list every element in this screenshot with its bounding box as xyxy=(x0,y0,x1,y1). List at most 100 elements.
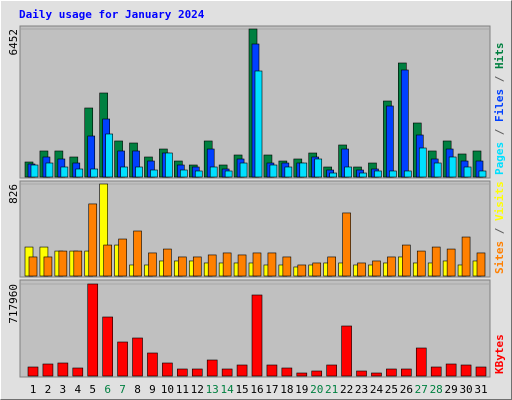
bar xyxy=(478,170,487,178)
x-tick-label: 17 xyxy=(265,383,278,396)
x-tick-label: 26 xyxy=(400,383,413,396)
legend-entry: Hits xyxy=(493,43,506,70)
legend: KBytes xyxy=(493,334,506,374)
x-tick-label: 18 xyxy=(280,383,293,396)
bar xyxy=(163,248,172,277)
bar xyxy=(252,252,262,277)
legend: Sites / Visits xyxy=(493,181,506,274)
bar xyxy=(372,260,381,277)
bar xyxy=(180,169,188,178)
legend-separator: / xyxy=(493,122,506,142)
bar xyxy=(103,244,112,277)
bar xyxy=(299,162,308,178)
bar xyxy=(43,256,53,277)
x-tick-label: 7 xyxy=(119,383,126,396)
bar xyxy=(28,256,38,277)
bar xyxy=(359,172,367,178)
y-tick-label: 6452 xyxy=(7,29,20,56)
bar xyxy=(386,368,397,377)
bar xyxy=(386,105,394,178)
x-tick-label: 15 xyxy=(235,383,248,396)
chart-title: Daily usage for January 2024 xyxy=(19,8,205,21)
bar xyxy=(239,162,248,178)
bar xyxy=(461,236,471,277)
bar xyxy=(312,262,322,277)
bar xyxy=(88,203,98,277)
x-tick-label: 6 xyxy=(104,383,111,396)
bar xyxy=(311,370,323,377)
x-tick-label: 22 xyxy=(340,383,353,396)
bar xyxy=(433,162,442,178)
bar xyxy=(162,362,173,377)
bar xyxy=(45,162,54,178)
legend-entry: KBytes xyxy=(493,334,506,374)
bar xyxy=(135,166,143,178)
bar xyxy=(267,252,277,277)
bar xyxy=(374,170,382,178)
y-tick-label: 717960 xyxy=(7,284,20,324)
bar xyxy=(72,367,84,377)
bar xyxy=(341,325,352,377)
bar xyxy=(281,367,293,377)
bar xyxy=(87,283,99,377)
x-tick-label: 13 xyxy=(206,383,219,396)
bar xyxy=(446,248,456,277)
bar xyxy=(150,169,158,178)
x-tick-label: 30 xyxy=(459,383,472,396)
bar xyxy=(344,166,352,178)
bar xyxy=(209,166,218,178)
legend-entry: Files xyxy=(493,89,506,122)
bar xyxy=(224,170,233,178)
legend-separator: / xyxy=(493,69,506,89)
legend-entry: Visits xyxy=(493,181,506,221)
bar xyxy=(431,246,441,277)
x-tick-label: 11 xyxy=(176,383,189,396)
bar xyxy=(402,244,411,277)
x-tick-label: 14 xyxy=(221,383,235,396)
bar xyxy=(254,70,263,178)
x-tick-label: 5 xyxy=(89,383,96,396)
bar xyxy=(58,250,68,277)
bar xyxy=(445,363,457,377)
x-tick-label: 21 xyxy=(325,383,338,396)
x-tick-label: 8 xyxy=(134,383,141,396)
x-tick-label: 4 xyxy=(74,383,81,396)
bar xyxy=(430,366,442,377)
bar xyxy=(120,166,128,178)
bar xyxy=(75,168,84,178)
bar xyxy=(356,370,367,377)
x-tick-label: 27 xyxy=(415,383,428,396)
bar xyxy=(326,364,337,377)
x-tick-label: 16 xyxy=(250,383,263,396)
legend-entry: Pages xyxy=(493,142,506,175)
bar xyxy=(42,363,54,377)
x-tick-label: 24 xyxy=(370,383,384,396)
bar xyxy=(401,368,412,377)
x-tick-label: 10 xyxy=(161,383,174,396)
bar xyxy=(296,372,308,377)
bar xyxy=(118,238,127,277)
legend-entry: Sites xyxy=(493,241,506,274)
bar xyxy=(206,359,218,377)
bar xyxy=(251,294,263,377)
bar xyxy=(57,362,69,377)
bar xyxy=(327,256,336,277)
bar xyxy=(342,212,351,277)
x-tick-label: 9 xyxy=(149,383,156,396)
legend-separator: / xyxy=(493,221,506,241)
bar xyxy=(284,166,293,178)
bar xyxy=(178,256,187,277)
bar xyxy=(194,170,203,178)
bar xyxy=(475,366,487,377)
bar xyxy=(117,341,128,377)
y-tick-label: 826 xyxy=(7,184,20,204)
bar xyxy=(165,152,173,178)
bar xyxy=(207,254,217,277)
bar xyxy=(401,69,409,178)
bar xyxy=(266,364,278,377)
x-tick-label: 1 xyxy=(30,383,37,396)
bar xyxy=(27,366,39,377)
bar xyxy=(357,262,366,277)
bar xyxy=(415,347,427,377)
bar xyxy=(418,147,427,178)
